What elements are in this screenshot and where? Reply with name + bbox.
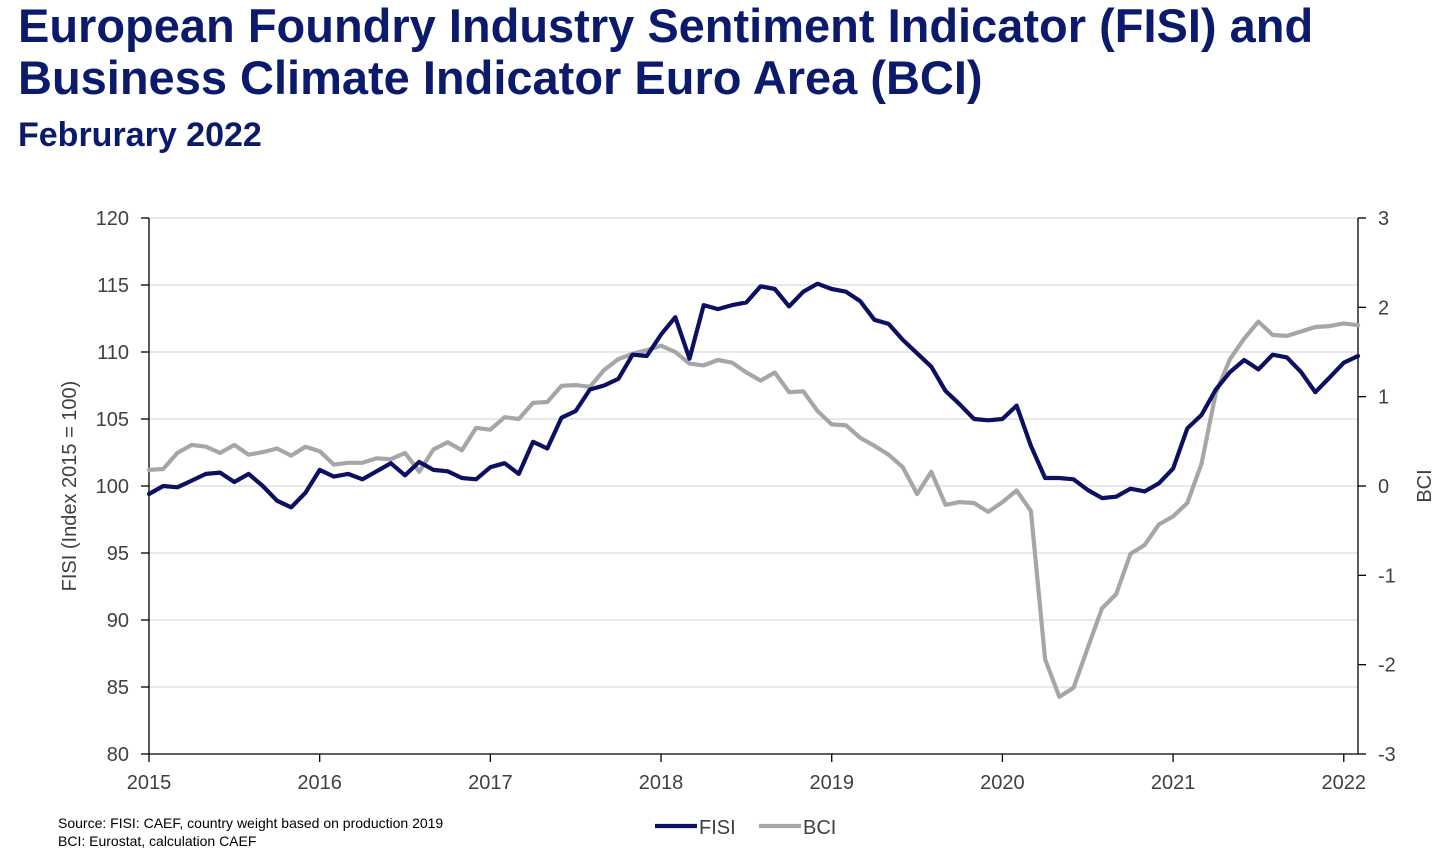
y-tick-label: 85: [107, 677, 129, 699]
x-tick-label: 2022: [1322, 772, 1367, 794]
chart-title-line-2: Business Climate Indicator Euro Area (BC…: [18, 51, 983, 104]
y-tick-label: 120: [96, 208, 129, 230]
x-tick-label: 2018: [639, 772, 684, 794]
series-line-bci: [146, 319, 1361, 699]
chart-subtitle: Februrary 2022: [18, 116, 262, 154]
y-tick-label: 80: [107, 744, 129, 766]
y2-tick-label: 0: [1378, 476, 1389, 498]
y2-tick-label: 2: [1378, 297, 1389, 319]
y-tick-label: 115: [97, 275, 129, 297]
chart-title: European Foundry Industry Sentiment Indi…: [18, 0, 1313, 104]
y-tick-label: 110: [97, 342, 129, 364]
x-tick-label: 2017: [468, 772, 513, 794]
source-note: Source: FISI: CAEF, country weight based…: [58, 814, 443, 850]
x-tick-label: 2021: [1151, 772, 1196, 794]
y2-tick-label: 1: [1378, 387, 1389, 409]
y2-tick-label: -2: [1378, 655, 1396, 677]
y-tick-label: 90: [107, 610, 129, 632]
source-note-line-2: BCI: Eurostat, calculation CAEF: [58, 833, 257, 849]
source-note-line-1: Source: FISI: CAEF, country weight based…: [58, 815, 444, 831]
x-tick-label: 2019: [809, 772, 854, 794]
y-tick-label: 105: [96, 409, 129, 431]
y2-tick-label: 3: [1378, 208, 1389, 230]
legend-label-fisi: FISI: [699, 817, 736, 839]
series-line-fisi: [146, 281, 1361, 510]
chart-title-line-1: European Foundry Industry Sentiment Indi…: [18, 0, 1314, 52]
y2-tick-label: -3: [1378, 744, 1396, 766]
y-tick-label: 100: [96, 476, 129, 498]
y-tick-label: 95: [107, 543, 129, 565]
y2-axis-title: BCI: [1414, 469, 1436, 502]
x-tick-label: 2015: [127, 772, 172, 794]
y-axis-title: FISI (Index 2015 = 100): [59, 381, 81, 592]
x-tick-label: 2016: [297, 772, 342, 794]
legend-label-bci: BCI: [803, 817, 836, 839]
x-tick-label: 2020: [980, 772, 1025, 794]
y2-tick-label: -1: [1378, 565, 1396, 587]
